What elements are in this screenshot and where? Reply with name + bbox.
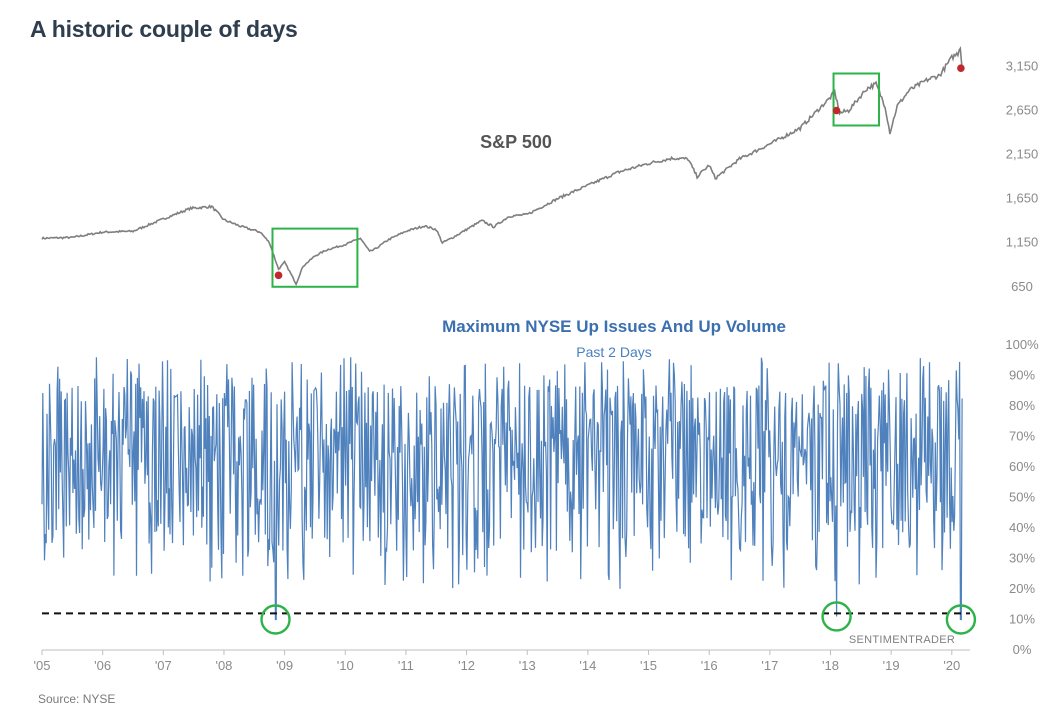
watermark: SENTIMENTRADER: [849, 634, 955, 646]
breadth-y-axis: 0% 10% 20% 30% 40% 50% 60% 70% 80% 90% 100%: [1005, 337, 1039, 657]
x-tick-label: '09: [276, 658, 293, 673]
x-tick-label: '13: [519, 658, 536, 673]
breadth-ytick-label: 70%: [1009, 429, 1035, 444]
sp500-highlight-box: [271, 227, 359, 288]
x-tick-label: '20: [943, 658, 960, 673]
breadth-ytick-label: 10%: [1009, 612, 1035, 627]
x-tick-label: '12: [458, 658, 475, 673]
breadth-highlight-circles: [260, 601, 977, 635]
sp500-ytick-label: 3,150: [1006, 58, 1039, 73]
sp500-series-line: [41, 46, 963, 287]
breadth-ytick-label: 0%: [1013, 642, 1032, 657]
sp500-highlight-box: [832, 72, 881, 127]
x-tick-label: '18: [822, 658, 839, 673]
source-note: Source: NYSE: [38, 692, 116, 706]
sp500-ytick-label: 2,150: [1006, 147, 1039, 162]
breadth-ytick-label: 40%: [1009, 520, 1035, 535]
breadth-title: Maximum NYSE Up Issues And Up Volume: [442, 317, 786, 336]
x-tick-label: '06: [94, 658, 111, 673]
sp500-y-axis: 650 1,150 1,650 2,150 2,650 3,150: [1006, 58, 1039, 293]
page-title: A historic couple of days: [30, 16, 298, 42]
sp500-ytick-label: 1,150: [1006, 235, 1039, 250]
sp500-markers: [274, 64, 965, 280]
sp500-marker: [957, 64, 965, 73]
breadth-subtitle: Past 2 Days: [576, 344, 651, 360]
breadth-ytick-label: 20%: [1009, 581, 1035, 596]
breadth-ytick-label: 60%: [1009, 459, 1035, 474]
x-tick-label: '14: [579, 658, 596, 673]
x-tick-label: '19: [883, 658, 900, 673]
breadth-ytick-label: 50%: [1009, 490, 1035, 505]
x-tick-label: '17: [761, 658, 778, 673]
breadth-ytick-label: 100%: [1005, 337, 1039, 352]
x-tick-label: '16: [701, 658, 718, 673]
sp500-ytick-label: 2,650: [1006, 103, 1039, 118]
sp500-ytick-label: 650: [1011, 279, 1033, 294]
breadth-highlight-circle: [945, 604, 977, 635]
breadth-chart: Maximum NYSE Up Issues And Up Volume Pas…: [41, 317, 1039, 657]
breadth-highlight-circle: [821, 601, 852, 632]
breadth-ytick-label: 90%: [1009, 368, 1035, 383]
breadth-ytick-label: 30%: [1009, 551, 1035, 566]
sp500-highlight-boxes: [271, 72, 881, 288]
sp500-marker: [832, 106, 841, 115]
sp500-marker: [274, 271, 283, 280]
x-tick-label: '07: [155, 658, 172, 673]
x-tick-label: '10: [337, 658, 354, 673]
sp500-label: S&P 500: [480, 132, 552, 152]
breadth-highlight-circle: [260, 604, 291, 635]
breadth-series-line: [41, 357, 963, 621]
x-tick-label: '08: [215, 658, 232, 673]
breadth-ytick-label: 80%: [1009, 398, 1035, 413]
x-tick-label: '05: [34, 658, 51, 673]
x-tick-label: '15: [640, 658, 657, 673]
sp500-ytick-label: 1,650: [1006, 191, 1039, 206]
sp500-chart: 650 1,150 1,650 2,150 2,650 3,150 S&P 500: [41, 46, 1039, 294]
x-axis: '05 '06 '07 '08 '09 '10 '11 '12 '13 '14 '15 '16 '17 '…: [34, 649, 970, 673]
x-tick-label: '11: [398, 658, 414, 673]
